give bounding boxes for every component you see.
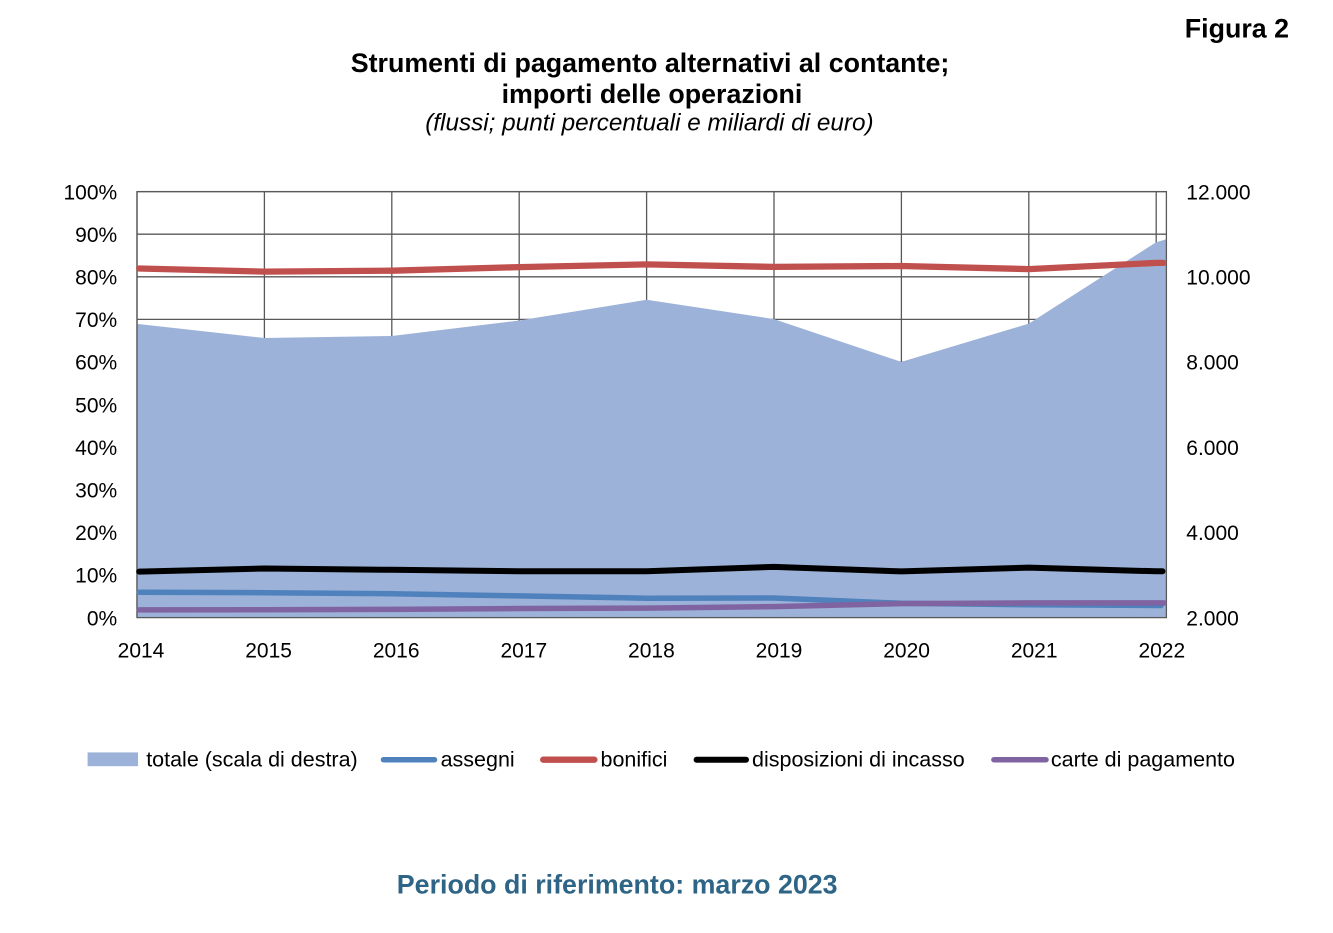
svg-text:90%: 90% (75, 224, 117, 247)
svg-text:2.000: 2.000 (1186, 607, 1239, 630)
svg-text:8.000: 8.000 (1186, 352, 1239, 375)
svg-text:Periodo di riferimento: marzo: Periodo di riferimento: marzo 2023 (397, 869, 838, 899)
svg-text:70%: 70% (75, 309, 117, 332)
svg-text:20%: 20% (75, 522, 117, 545)
svg-text:100%: 100% (63, 181, 117, 204)
svg-text:40%: 40% (75, 437, 117, 460)
svg-text:50%: 50% (75, 394, 117, 417)
svg-text:2018: 2018 (628, 640, 675, 663)
svg-text:(flussi; punti percentuali e m: (flussi; punti percentuali e miliardi di… (425, 109, 873, 136)
svg-text:0%: 0% (87, 607, 117, 630)
svg-text:carte di pagamento: carte di pagamento (1051, 747, 1235, 771)
svg-text:Strumenti di pagamento alterna: Strumenti di pagamento alternativi al co… (351, 48, 950, 78)
svg-text:6.000: 6.000 (1186, 437, 1239, 460)
svg-text:4.000: 4.000 (1186, 522, 1239, 545)
svg-text:2020: 2020 (883, 640, 930, 663)
svg-text:80%: 80% (75, 267, 117, 290)
svg-text:30%: 30% (75, 480, 117, 503)
svg-text:12.000: 12.000 (1186, 181, 1250, 204)
svg-text:disposizioni di incasso: disposizioni di incasso (752, 747, 965, 771)
svg-text:2015: 2015 (245, 640, 292, 663)
svg-text:10%: 10% (75, 565, 117, 588)
svg-text:2021: 2021 (1011, 640, 1058, 663)
svg-text:60%: 60% (75, 352, 117, 375)
svg-text:Figura 2: Figura 2 (1185, 13, 1289, 43)
svg-text:importi delle operazioni: importi delle operazioni (502, 79, 803, 109)
svg-text:10.000: 10.000 (1186, 267, 1250, 290)
svg-text:totale (scala di destra): totale (scala di destra) (146, 747, 358, 771)
svg-text:2022: 2022 (1138, 640, 1185, 663)
svg-text:2014: 2014 (118, 640, 165, 663)
svg-text:2017: 2017 (500, 640, 547, 663)
svg-text:2016: 2016 (373, 640, 420, 663)
svg-text:bonifici: bonifici (601, 747, 668, 771)
svg-text:assegni: assegni (441, 747, 515, 771)
svg-text:2019: 2019 (756, 640, 803, 663)
